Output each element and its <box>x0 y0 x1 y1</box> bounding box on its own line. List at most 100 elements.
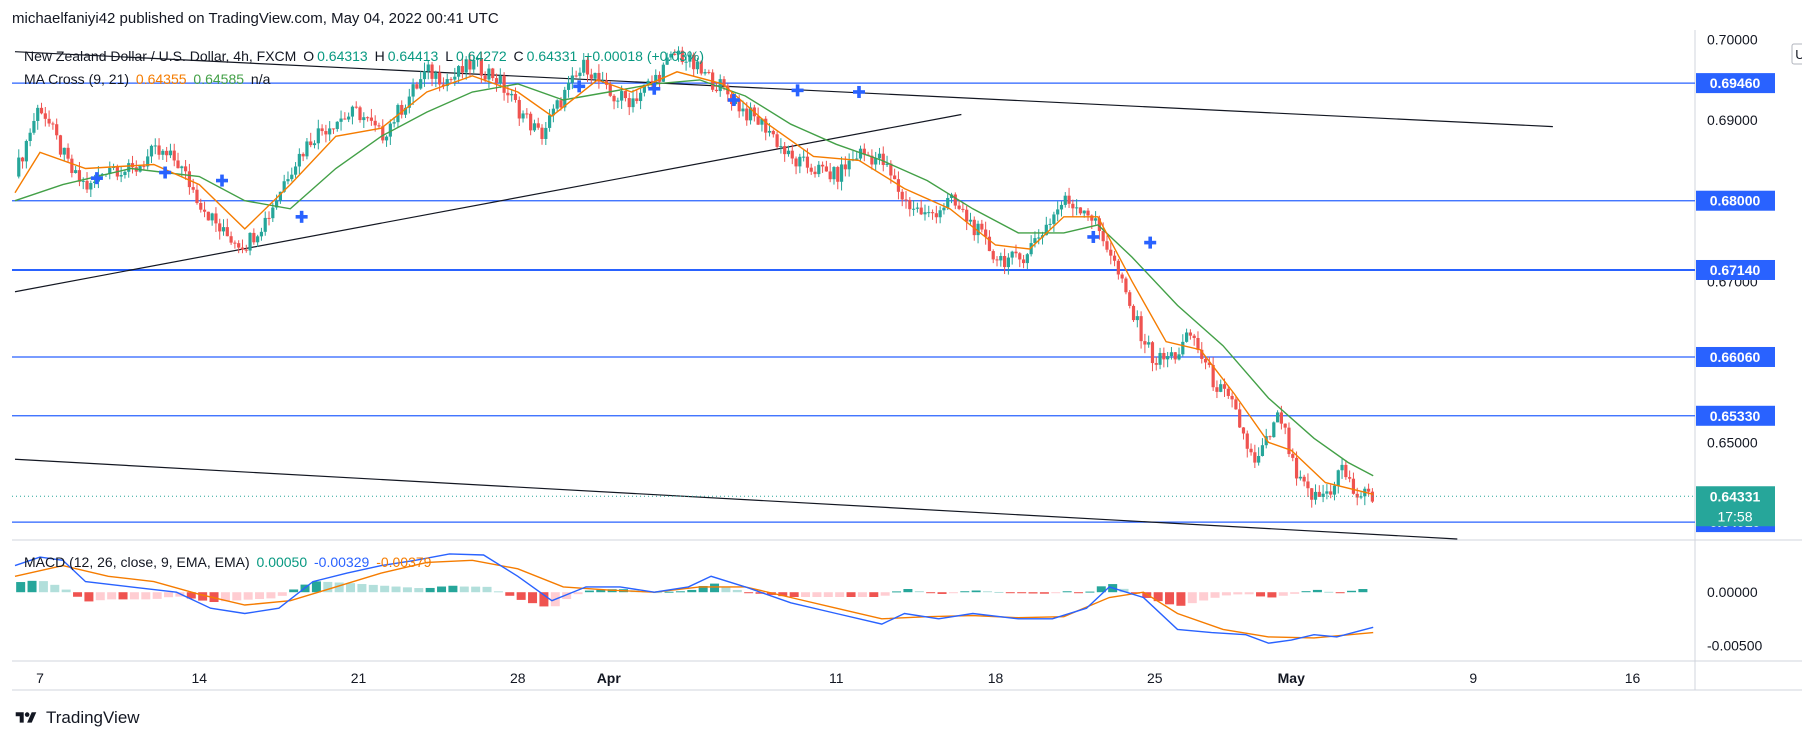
macd-histogram-bar <box>994 591 1004 593</box>
candle-body <box>1219 384 1223 392</box>
level-price-box <box>1696 405 1775 426</box>
candle-body <box>339 118 343 122</box>
candle <box>263 211 267 236</box>
candle-body <box>487 68 491 80</box>
macd-histogram-bar <box>141 592 151 600</box>
candle <box>43 106 47 127</box>
candle <box>55 118 59 140</box>
candle-body <box>657 74 662 82</box>
candle-body <box>707 72 711 74</box>
macd-histogram-bar <box>528 592 538 604</box>
candle <box>741 100 745 117</box>
candle-body <box>89 183 93 190</box>
candle <box>828 162 832 183</box>
candle <box>510 88 514 102</box>
candle <box>529 111 533 136</box>
candle-body <box>77 170 82 182</box>
candle-body <box>475 58 480 60</box>
ma-fast-line <box>14 71 1374 495</box>
candle-body <box>221 227 226 232</box>
macd-histogram-bar <box>1278 592 1288 596</box>
candle-body <box>256 236 260 243</box>
candle <box>1310 487 1314 508</box>
horizontal-levels <box>12 82 1695 523</box>
candle-body <box>184 166 188 172</box>
candle-body <box>930 212 935 214</box>
macd-histogram-bar <box>437 586 447 593</box>
candle <box>540 124 544 145</box>
macd-histogram-bar <box>675 591 685 593</box>
cross-marker-icon <box>90 172 103 185</box>
candle <box>309 132 313 148</box>
macd-histogram-bar <box>95 592 105 601</box>
candle-body <box>889 163 893 176</box>
candle-body <box>661 64 665 82</box>
time-axis[interactable]: 7 14 21 28 Apr 11 18 25 May 9 16 <box>36 670 1640 686</box>
candle-body <box>1249 448 1253 453</box>
candle-body <box>506 92 510 96</box>
ma-cross-legend[interactable]: MA Cross (9, 21) 0.64355 0.64585 n/a <box>24 71 273 87</box>
candle-body <box>627 98 631 108</box>
candle <box>1135 310 1139 328</box>
candle-body <box>551 108 555 116</box>
level-price-text: 0.69460 <box>1710 75 1761 91</box>
candle-body <box>1112 255 1117 261</box>
candle <box>957 199 961 211</box>
candle-body <box>1173 352 1177 360</box>
candle-body <box>1166 356 1170 360</box>
candle <box>237 240 241 254</box>
macd-histogram-bar <box>801 592 811 597</box>
candle-body <box>695 61 700 70</box>
price-axis[interactable]: 0.700000.690000.680000.670000.660000.650… <box>1696 32 1802 654</box>
candle-body <box>195 189 199 204</box>
candle <box>566 75 571 98</box>
candle <box>1105 235 1109 253</box>
level-price-text: 0.66060 <box>1710 349 1761 365</box>
candle-body <box>870 155 874 165</box>
candle-body <box>817 164 821 175</box>
macd-legend[interactable]: MACD (12, 26, close, 9, EMA, EMA) 0.0005… <box>24 554 434 570</box>
cross-marker-icon <box>1087 230 1100 243</box>
candle-body <box>1078 207 1083 214</box>
macd-histogram-bar <box>744 592 754 594</box>
candle <box>1325 484 1329 500</box>
candle-body <box>828 171 832 180</box>
candle <box>616 97 620 109</box>
candle-body <box>1150 342 1155 364</box>
candle-body <box>999 256 1003 261</box>
candle <box>855 151 859 160</box>
candle-body <box>836 167 840 182</box>
candle <box>259 227 264 241</box>
candle <box>1131 304 1136 322</box>
candle <box>286 171 290 185</box>
candle-body <box>927 212 931 214</box>
macd-histogram-bar <box>664 591 674 593</box>
candle-body <box>650 80 654 82</box>
candle-body <box>1332 485 1337 495</box>
candle-body <box>1302 476 1306 482</box>
candle <box>441 77 446 90</box>
candle <box>362 112 366 128</box>
tradingview-brand: TradingView <box>12 708 140 728</box>
trendline <box>14 51 1553 128</box>
level-price-label: 0.65330 <box>1696 405 1775 426</box>
macd-histogram-bar <box>687 589 697 593</box>
candle-body <box>1351 478 1356 494</box>
cross-marker-v <box>163 166 167 179</box>
chart-canvas[interactable]: 0.700000.690000.680000.670000.660000.650… <box>0 0 1802 700</box>
candle <box>1139 311 1143 349</box>
macd-histogram-bar <box>789 592 799 597</box>
candle-body <box>426 64 430 72</box>
level-price-text: 0.68000 <box>1710 193 1761 209</box>
candle-body <box>282 181 286 192</box>
candle-body <box>17 157 21 177</box>
candle-body <box>396 104 400 123</box>
candle <box>847 153 851 177</box>
candle <box>1192 333 1196 346</box>
candle <box>839 156 844 191</box>
macd-histogram-bar <box>812 592 822 597</box>
candle <box>1276 410 1280 423</box>
price-tick-label: 0.69000 <box>1707 112 1758 128</box>
candle-body <box>764 118 768 133</box>
candle-body <box>760 118 764 125</box>
